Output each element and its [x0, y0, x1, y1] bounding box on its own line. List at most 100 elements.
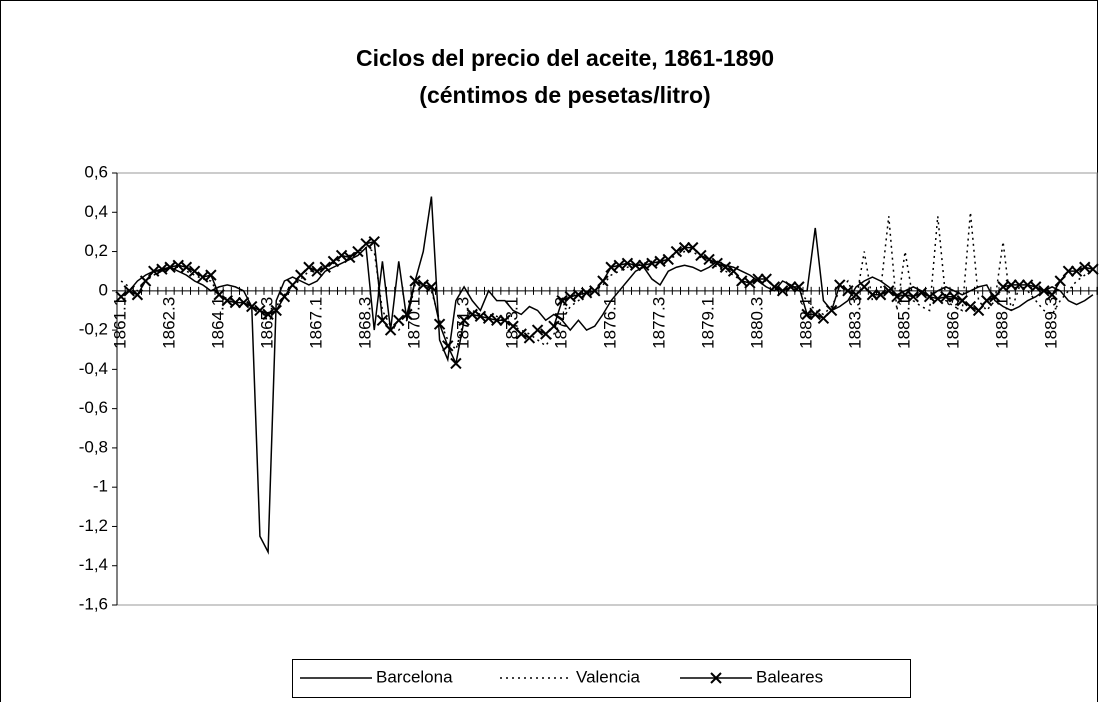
- marker: [311, 265, 323, 277]
- y-tick-label: -1,4: [79, 555, 108, 574]
- marker: [1054, 275, 1066, 287]
- marker: [589, 285, 601, 297]
- x-tick-label: 1862.3: [160, 297, 179, 349]
- marker: [997, 281, 1009, 293]
- marker: [891, 291, 903, 303]
- marker: [825, 304, 838, 317]
- legend-label: Baleares: [756, 667, 823, 686]
- marker: [866, 289, 879, 301]
- marker: [491, 314, 503, 326]
- marker: [638, 259, 650, 271]
- y-tick-label: -0,2: [79, 320, 108, 339]
- marker: [156, 263, 168, 275]
- marker: [123, 285, 135, 297]
- marker: [148, 265, 160, 277]
- marker: [548, 320, 560, 332]
- marker: [948, 291, 960, 303]
- x-tick-label: 1873.1: [503, 297, 522, 349]
- marker: [678, 241, 691, 254]
- y-tick-label: -1,2: [79, 516, 108, 535]
- marker: [874, 289, 887, 301]
- marker: [474, 310, 487, 323]
- marker: [646, 257, 658, 270]
- marker: [188, 265, 201, 277]
- legend-label: Valencia: [576, 667, 640, 686]
- marker: [270, 304, 282, 317]
- marker: [899, 289, 911, 301]
- marker: [883, 285, 895, 297]
- y-tick-label: 0,4: [84, 202, 108, 221]
- marker: [417, 279, 429, 291]
- marker: [319, 261, 331, 273]
- marker: [237, 296, 250, 309]
- marker: [172, 259, 184, 271]
- marker: [776, 285, 789, 297]
- marker: [213, 289, 225, 301]
- series-line: [120, 196, 1094, 555]
- y-tick-label: 0: [99, 280, 108, 299]
- y-tick-label: 0,2: [84, 241, 108, 260]
- marker: [580, 287, 593, 299]
- marker: [809, 308, 821, 321]
- marker: [229, 296, 242, 309]
- marker: [499, 314, 511, 326]
- x-tick-label: 1880.3: [748, 297, 767, 349]
- marker: [425, 281, 438, 293]
- marker: [915, 287, 928, 299]
- marker: [1087, 263, 1099, 275]
- x-tick-label: 1865.3: [258, 297, 277, 349]
- marker: [785, 281, 797, 293]
- x-tick-label: 1877.3: [650, 297, 669, 349]
- marker: [376, 314, 389, 326]
- marker: [1079, 261, 1091, 273]
- legend: [292, 659, 911, 698]
- marker: [1005, 279, 1017, 291]
- marker: [344, 251, 356, 264]
- marker: [221, 294, 233, 307]
- x-tick-label: 1870.1: [405, 297, 424, 349]
- x-tick-label: 1879.1: [699, 297, 718, 349]
- marker: [842, 285, 854, 297]
- marker: [401, 308, 413, 321]
- x-tick-label: 1889.3: [1042, 297, 1061, 349]
- marker: [262, 308, 274, 321]
- x-tick-label: 1868.3: [356, 297, 375, 349]
- x-tick-label: 1861.1: [111, 297, 130, 349]
- marker: [719, 261, 732, 273]
- marker: [1062, 265, 1075, 277]
- marker: [482, 312, 495, 325]
- marker: [246, 300, 258, 313]
- marker: [205, 269, 217, 281]
- marker: [384, 324, 397, 336]
- marker: [711, 257, 723, 270]
- marker: [695, 249, 707, 262]
- y-tick-label: -1: [93, 477, 108, 496]
- marker: [450, 357, 462, 370]
- marker: [1038, 285, 1050, 297]
- x-tick-label: 1883.3: [846, 297, 865, 349]
- marker: [360, 237, 372, 250]
- y-tick-label: 0,6: [84, 162, 108, 181]
- marker: [458, 314, 470, 326]
- y-tick-label: -1,6: [79, 594, 108, 613]
- legend-marker: [710, 672, 722, 684]
- marker: [654, 255, 666, 268]
- marker: [793, 281, 805, 293]
- marker: [907, 291, 919, 303]
- x-tick-label: 1885.1: [895, 297, 914, 349]
- marker: [197, 271, 209, 283]
- y-tick-label: -0,6: [79, 398, 108, 417]
- chart-title: Ciclos del precio del aceite, 1861-1890: [356, 45, 774, 71]
- marker: [564, 291, 576, 303]
- marker: [139, 275, 152, 287]
- marker: [515, 328, 527, 340]
- x-tick-label: 1886.3: [944, 297, 963, 349]
- marker: [744, 277, 756, 289]
- marker: [115, 291, 127, 303]
- marker: [727, 265, 740, 277]
- marker: [572, 289, 585, 301]
- marker: [556, 294, 568, 307]
- marker: [752, 273, 764, 285]
- marker: [531, 324, 544, 336]
- x-tick-label: 1882.1: [797, 297, 816, 349]
